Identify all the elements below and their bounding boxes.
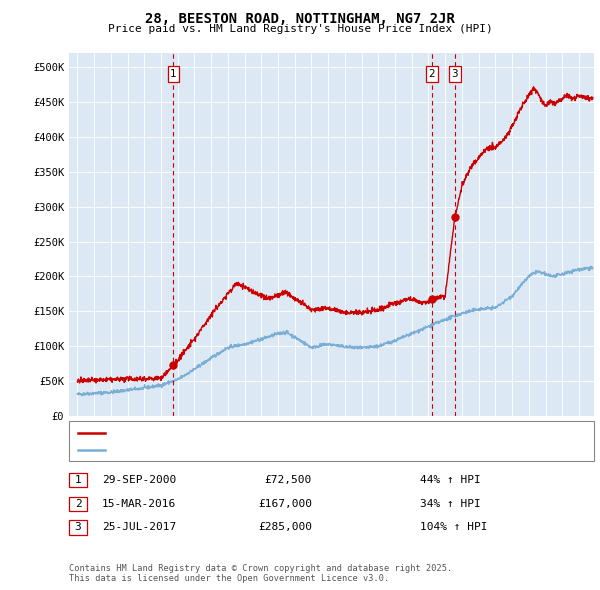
- Text: 3: 3: [451, 69, 458, 79]
- Text: 15-MAR-2016: 15-MAR-2016: [102, 499, 176, 509]
- Text: 2: 2: [428, 69, 435, 79]
- Text: Price paid vs. HM Land Registry's House Price Index (HPI): Price paid vs. HM Land Registry's House …: [107, 24, 493, 34]
- Text: 1: 1: [74, 476, 82, 485]
- Text: 44% ↑ HPI: 44% ↑ HPI: [420, 476, 481, 485]
- Text: HPI: Average price, semi-detached house, City of Nottingham: HPI: Average price, semi-detached house,…: [110, 445, 464, 455]
- Text: 25-JUL-2017: 25-JUL-2017: [102, 523, 176, 532]
- Text: 29-SEP-2000: 29-SEP-2000: [102, 476, 176, 485]
- Text: 28, BEESTON ROAD, NOTTINGHAM, NG7 2JR: 28, BEESTON ROAD, NOTTINGHAM, NG7 2JR: [145, 12, 455, 26]
- Text: 1: 1: [170, 69, 177, 79]
- Text: 2: 2: [74, 499, 82, 509]
- Text: 28, BEESTON ROAD, NOTTINGHAM, NG7 2JR (semi-detached house): 28, BEESTON ROAD, NOTTINGHAM, NG7 2JR (s…: [110, 428, 464, 438]
- Text: 3: 3: [74, 523, 82, 532]
- Text: £167,000: £167,000: [258, 499, 312, 509]
- Text: £285,000: £285,000: [258, 523, 312, 532]
- Text: 104% ↑ HPI: 104% ↑ HPI: [420, 523, 487, 532]
- Text: £72,500: £72,500: [265, 476, 312, 485]
- Text: 34% ↑ HPI: 34% ↑ HPI: [420, 499, 481, 509]
- Text: Contains HM Land Registry data © Crown copyright and database right 2025.
This d: Contains HM Land Registry data © Crown c…: [69, 563, 452, 583]
